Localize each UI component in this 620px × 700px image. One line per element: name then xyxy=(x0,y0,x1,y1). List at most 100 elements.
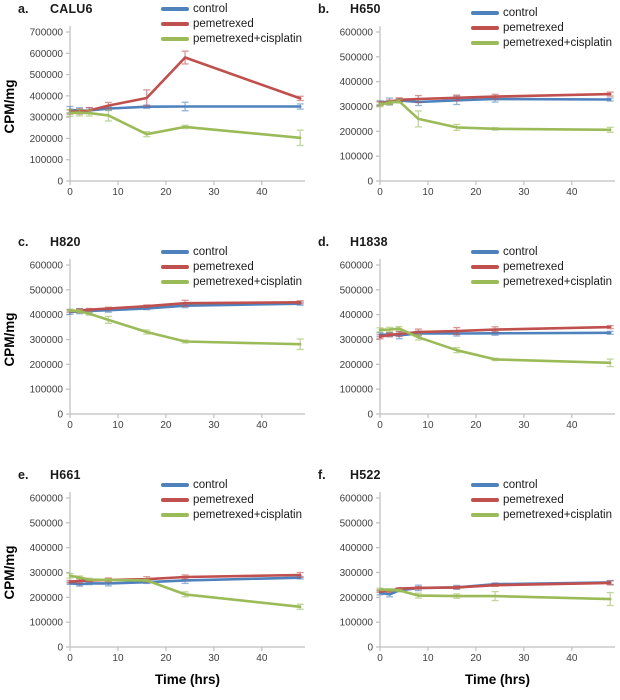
legend-swatch-icon xyxy=(161,37,189,41)
series-line xyxy=(378,327,612,365)
legend-swatch-icon xyxy=(471,26,499,30)
x-tick-label: 10 xyxy=(112,653,124,664)
legend-swatch-icon xyxy=(161,513,189,517)
y-tick-label: 400000 xyxy=(340,543,374,554)
x-axis-title: Time (hrs) xyxy=(465,672,530,687)
y-tick-label: 400000 xyxy=(340,310,374,321)
y-tick-label: 100000 xyxy=(340,152,374,163)
x-tick-label: 10 xyxy=(422,420,434,431)
legend-swatch-icon xyxy=(161,265,189,269)
y-tick-label: 200000 xyxy=(340,593,374,604)
x-tick-label: 20 xyxy=(470,420,482,431)
series-pemetrexed-cisplatin xyxy=(376,325,614,368)
y-tick-label: 0 xyxy=(367,177,373,188)
chart-panel: 0 100000 200000 300000 400000 500000 600000 0 10… xyxy=(310,233,620,466)
series-line xyxy=(378,588,612,601)
panel-title: H661 xyxy=(50,468,81,482)
panel-label: c. xyxy=(18,235,29,249)
legend-swatch-icon xyxy=(161,250,189,254)
y-tick-label: 0 xyxy=(367,643,373,654)
axes xyxy=(69,259,305,415)
chart-panel: 0 100000 200000 300000 400000 500000 600000 0 10… xyxy=(310,0,620,233)
y-tick-label: 0 xyxy=(57,177,63,188)
x-tick-label: 20 xyxy=(470,187,482,198)
y-tick-label: 300000 xyxy=(30,113,64,124)
legend-label: pemetrexed+cisplatin xyxy=(503,37,612,49)
x-axis-ticks: 0 10 20 30 40 xyxy=(377,181,578,198)
legend-item-control: control xyxy=(471,7,615,19)
legend-item-pemetrexed-cisplatin: pemetrexed+cisplatin xyxy=(161,509,305,521)
legend-swatch-icon xyxy=(161,483,189,487)
legend-swatch-icon xyxy=(471,11,499,15)
legend-item-pemetrexed-cisplatin: pemetrexed+cisplatin xyxy=(471,276,615,288)
chart-panel: 0 100000 200000 300000 400000 500000 600000 0 10… xyxy=(0,233,310,466)
legend-label: pemetrexed xyxy=(193,494,254,506)
legend-swatch-icon xyxy=(471,498,499,502)
legend-item-control: control xyxy=(471,479,615,491)
x-axis-title: Time (hrs) xyxy=(155,672,220,687)
legend-swatch-icon xyxy=(471,41,499,45)
y-tick-label: 200000 xyxy=(30,593,64,604)
panel-header: f. H522 xyxy=(310,468,620,482)
legend-item-pemetrexed: pemetrexed xyxy=(161,261,305,273)
legend-item-pemetrexed: pemetrexed xyxy=(161,494,305,506)
legend-item-control: control xyxy=(161,3,305,15)
series-line xyxy=(68,574,302,609)
legend-label: pemetrexed+cisplatin xyxy=(193,509,302,521)
x-tick-label: 10 xyxy=(112,420,124,431)
x-tick-label: 20 xyxy=(160,653,172,664)
series-pemetrexed xyxy=(376,324,614,340)
x-tick-label: 30 xyxy=(208,187,220,198)
legend: control pemetrexed pemetrexed+cisplatin xyxy=(471,246,615,288)
series-pemetrexed-cisplatin xyxy=(66,572,304,610)
legend-label: pemetrexed+cisplatin xyxy=(193,33,302,45)
series-line xyxy=(378,100,612,132)
line-chart: 0 100000 200000 300000 400000 500000 600000 0 10… xyxy=(340,26,615,198)
y-tick-label: 500000 xyxy=(340,518,374,529)
x-tick-label: 10 xyxy=(422,187,434,198)
x-axis-ticks: 0 10 20 30 40 xyxy=(67,181,268,198)
legend: control pemetrexed pemetrexed+cisplatin xyxy=(161,3,305,45)
y-axis-ticks: 0 100000 200000 300000 400000 500000 600000 xyxy=(340,28,380,188)
x-tick-label: 0 xyxy=(67,187,73,198)
y-tick-label: 0 xyxy=(367,410,373,421)
series-line xyxy=(378,325,612,339)
y-tick-label: 100000 xyxy=(340,385,374,396)
legend-label: pemetrexed xyxy=(503,22,564,34)
x-tick-label: 0 xyxy=(377,653,383,664)
legend-swatch-icon xyxy=(161,22,189,26)
legend-swatch-icon xyxy=(471,250,499,254)
x-tick-label: 30 xyxy=(518,420,530,431)
axes xyxy=(379,492,615,648)
x-tick-label: 0 xyxy=(67,653,73,664)
x-tick-label: 40 xyxy=(566,653,578,664)
panel-header: d. H1838 xyxy=(310,235,620,249)
panel-header: e. H661 xyxy=(0,468,310,482)
panel-title: H1838 xyxy=(350,235,388,249)
x-tick-label: 30 xyxy=(208,653,220,664)
legend-label: pemetrexed+cisplatin xyxy=(503,276,612,288)
legend-label: control xyxy=(503,479,538,491)
panel-title: CALU6 xyxy=(50,2,93,16)
legend-item-pemetrexed-cisplatin: pemetrexed+cisplatin xyxy=(471,509,615,521)
chart-panel: 0 100000 200000 300000 400000 500000 600000 700… xyxy=(0,0,310,233)
y-tick-label: 400000 xyxy=(30,91,64,102)
legend-swatch-icon xyxy=(161,7,189,11)
legend-swatch-icon xyxy=(471,483,499,487)
y-tick-label: 500000 xyxy=(30,285,64,296)
y-tick-label: 400000 xyxy=(30,310,64,321)
y-tick-label: 300000 xyxy=(340,335,374,346)
x-tick-label: 30 xyxy=(208,420,220,431)
series-line xyxy=(68,576,302,586)
y-tick-label: 100000 xyxy=(30,618,64,629)
x-tick-label: 20 xyxy=(160,187,172,198)
y-axis-ticks: 0 100000 200000 300000 400000 500000 600000 700… xyxy=(30,28,70,188)
series-line xyxy=(68,111,302,140)
y-axis-title: CPM/mg xyxy=(2,546,17,600)
error-bars xyxy=(376,98,614,133)
y-tick-label: 500000 xyxy=(340,285,374,296)
x-axis-ticks: 0 10 20 30 40 xyxy=(67,414,268,431)
x-tick-label: 10 xyxy=(422,653,434,664)
legend-label: control xyxy=(193,479,228,491)
